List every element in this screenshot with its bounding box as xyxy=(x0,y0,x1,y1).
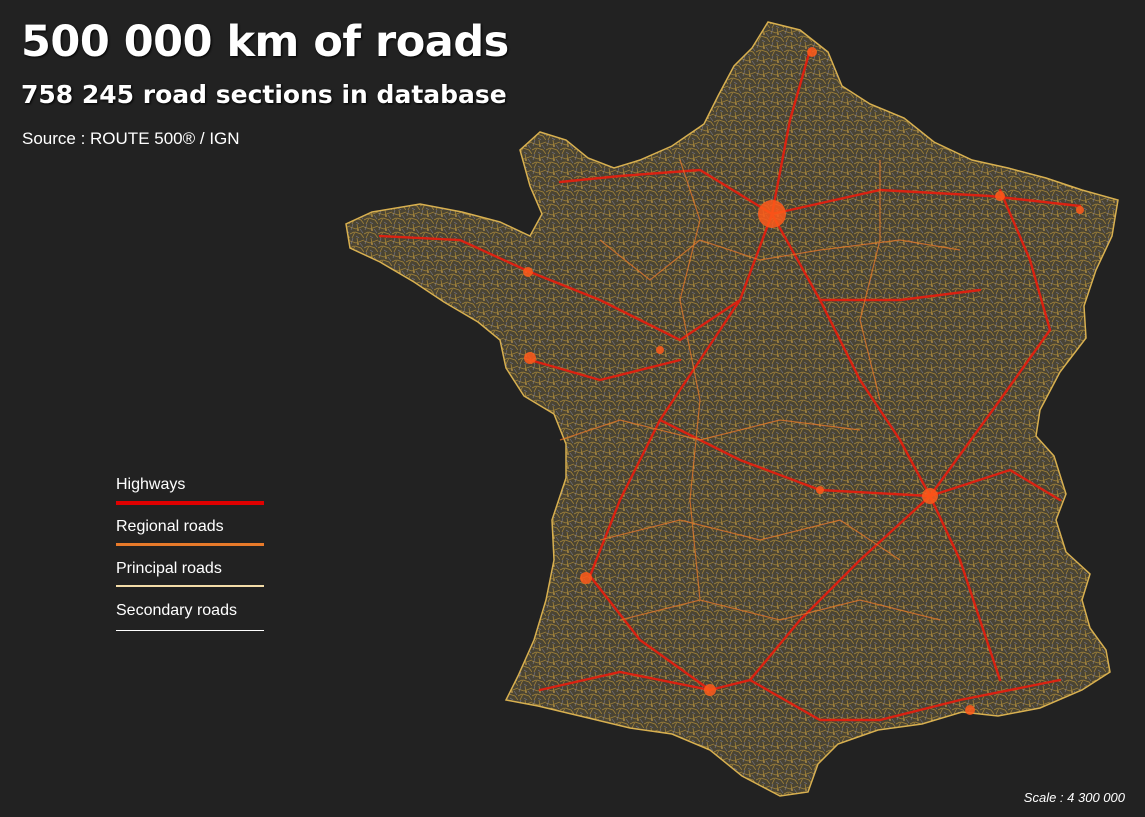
legend-label-principal-roads: Principal roads xyxy=(116,560,222,577)
map-subtitle: 758 245 road sections in database xyxy=(21,80,507,109)
highway-network xyxy=(378,48,1082,722)
legend-item-highways: Highways xyxy=(116,474,266,516)
map-scale: Scale : 4 300 000 xyxy=(1023,790,1125,805)
legend-item-regional-roads: Regional roads xyxy=(116,516,266,558)
legend-line-highways xyxy=(116,501,264,505)
legend-line-regional-roads xyxy=(116,543,264,546)
map-title: 500 000 km of roads xyxy=(21,17,509,67)
regional-road-network xyxy=(559,159,961,621)
france-land xyxy=(345,21,1119,797)
legend-line-principal-roads xyxy=(116,585,264,587)
legend-label-highways: Highways xyxy=(116,476,186,493)
legend-item-secondary-roads: Secondary roads xyxy=(116,600,266,642)
legend-label-secondary-roads: Secondary roads xyxy=(116,602,237,619)
legend-label-regional-roads: Regional roads xyxy=(116,518,224,535)
city-hubs xyxy=(523,47,1084,715)
legend-item-principal-roads: Principal roads xyxy=(116,558,266,600)
legend: Highways Regional roads Principal roads … xyxy=(116,474,266,642)
legend-line-secondary-roads xyxy=(116,630,264,631)
map-source: Source : ROUTE 500® / IGN xyxy=(22,129,240,148)
